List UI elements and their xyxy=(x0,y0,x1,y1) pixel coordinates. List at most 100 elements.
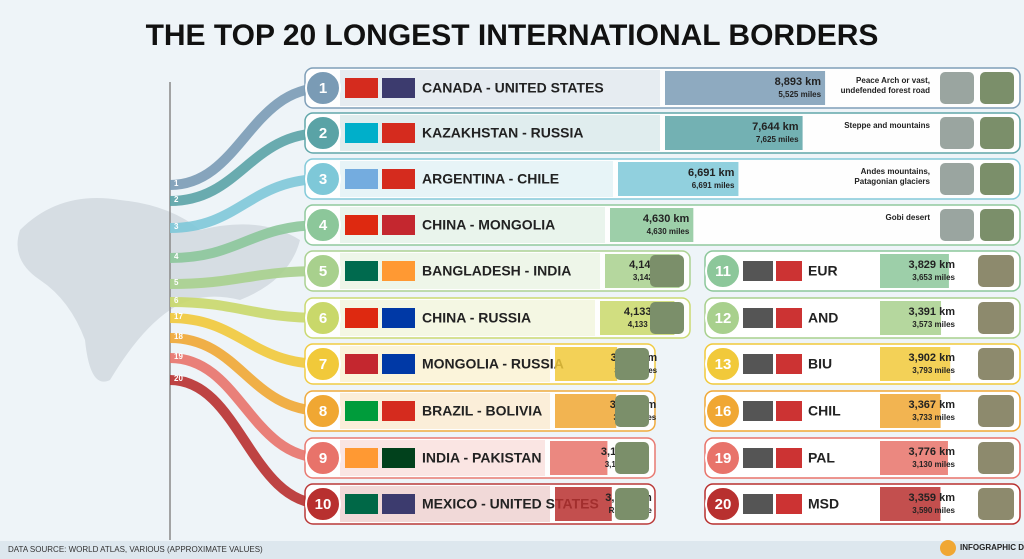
flag xyxy=(743,261,773,281)
bar xyxy=(555,394,617,428)
bar xyxy=(610,208,694,242)
world-map xyxy=(17,198,300,382)
km-label: 3,829 km xyxy=(909,259,956,271)
rank-badge xyxy=(305,115,341,151)
flag xyxy=(345,401,378,421)
photo xyxy=(980,117,1014,149)
footer-bar xyxy=(0,541,1024,559)
rank-badge xyxy=(705,486,741,522)
miles-label: 3,130 miles xyxy=(912,460,955,469)
photo xyxy=(940,72,974,104)
countries: PAL xyxy=(808,450,835,466)
flag xyxy=(743,308,773,328)
miles-label: 4,630 miles xyxy=(647,227,690,236)
countries: INDIA - PAKISTAN xyxy=(422,450,542,466)
source: DATA SOURCE: WORLD ATLAS, VARIOUS (APPRO… xyxy=(8,545,263,554)
countries: BIU xyxy=(808,356,832,372)
flag xyxy=(382,169,415,189)
countries: CHINA - MONGOLIA xyxy=(422,217,555,233)
logo: INFOGRAPHIC DESIGN xyxy=(960,543,1024,552)
note: Steppe and mountains xyxy=(844,121,930,130)
note: Peace Arch or vast, undefended forest ro… xyxy=(840,76,930,95)
flag xyxy=(743,354,773,374)
bar xyxy=(555,487,612,521)
bar xyxy=(880,301,942,335)
miles-label: 7,625 miles xyxy=(756,135,799,144)
rank: 3 xyxy=(319,171,327,188)
flag xyxy=(345,78,378,98)
bar xyxy=(880,487,941,521)
flag xyxy=(382,123,415,143)
countries: MONGOLIA - RUSSIA xyxy=(422,356,564,372)
flag xyxy=(776,261,802,281)
flag xyxy=(345,308,378,328)
rank: 6 xyxy=(319,310,327,327)
bar xyxy=(550,441,608,475)
rank: 12 xyxy=(715,310,732,327)
flag xyxy=(382,448,415,468)
countries: MEXICO - UNITED STATES xyxy=(422,496,599,512)
photo xyxy=(978,488,1014,520)
photo xyxy=(978,395,1014,427)
connector xyxy=(169,353,324,463)
photo xyxy=(978,302,1014,334)
photo xyxy=(978,255,1014,287)
connector xyxy=(169,313,324,369)
countries: CANADA - UNITED STATES xyxy=(422,80,604,96)
strip-label: 1 xyxy=(174,179,179,188)
flag xyxy=(382,494,415,514)
connector xyxy=(169,83,324,190)
rank: 9 xyxy=(319,450,327,467)
flag xyxy=(776,354,802,374)
km-label: 6,691 km xyxy=(688,167,735,179)
connector xyxy=(169,297,324,323)
flag xyxy=(345,169,378,189)
photo xyxy=(940,117,974,149)
countries: BANGLADESH - INDIA xyxy=(422,263,571,279)
countries: CHIL xyxy=(808,403,841,419)
logo-icon xyxy=(940,540,956,556)
flag xyxy=(382,78,415,98)
connector xyxy=(169,266,324,289)
rank: 5 xyxy=(319,263,327,280)
rank-badge xyxy=(305,440,341,476)
km-label: 3,391 km xyxy=(909,306,956,318)
rank-badge xyxy=(305,161,341,197)
rank-badge xyxy=(305,207,341,243)
rank-badge xyxy=(305,253,341,289)
rank: 4 xyxy=(319,217,328,234)
miles-label: 3,733 miles xyxy=(912,413,955,422)
rank: 1 xyxy=(319,80,327,97)
countries: ARGENTINA - CHILE xyxy=(422,171,559,187)
miles-label: 3,793 miles xyxy=(912,366,955,375)
flag xyxy=(345,215,378,235)
bar xyxy=(880,347,951,381)
rank: 2 xyxy=(319,125,327,142)
connector xyxy=(169,375,324,509)
flag xyxy=(382,215,415,235)
rank-badge xyxy=(305,70,341,106)
flag xyxy=(776,401,802,421)
flag xyxy=(345,448,378,468)
miles-label: 3,573 miles xyxy=(912,320,955,329)
strip-label: 18 xyxy=(174,332,183,341)
photo xyxy=(615,488,649,520)
bar xyxy=(618,162,739,196)
km-label: 3,902 km xyxy=(909,352,956,364)
rank: 7 xyxy=(319,356,327,373)
note: Andes mountains, Patagonian glaciers xyxy=(854,167,930,186)
strip-label: 4 xyxy=(174,252,179,261)
photo xyxy=(940,163,974,195)
photo xyxy=(980,209,1014,241)
rank-badge xyxy=(305,346,341,382)
rank-badge xyxy=(705,346,741,382)
bar xyxy=(555,347,618,381)
km-label: 3,776 km xyxy=(909,446,956,458)
photo xyxy=(980,163,1014,195)
flag xyxy=(776,494,802,514)
countries: EUR xyxy=(808,263,838,279)
rank-badge xyxy=(305,393,341,429)
rank-badge xyxy=(305,486,341,522)
rank: 16 xyxy=(715,403,732,420)
flag xyxy=(345,354,378,374)
